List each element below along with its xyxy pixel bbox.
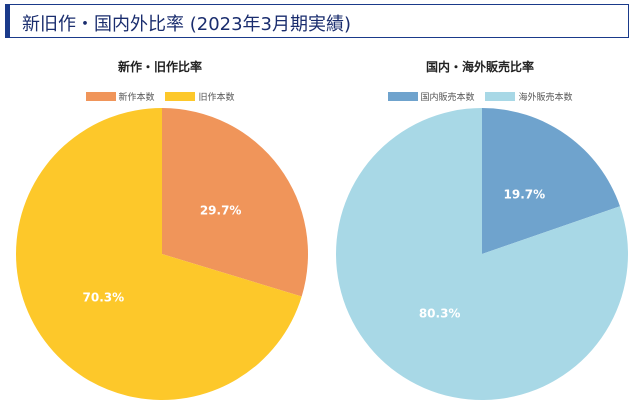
slice-data-label: 29.7% xyxy=(200,204,242,218)
pie-slice-1 xyxy=(162,108,308,297)
pie-slice-2 xyxy=(16,108,302,400)
pie-slice-1 xyxy=(482,108,620,254)
chart-legend: 新作本数 旧作本数 xyxy=(0,90,320,103)
legend-swatch xyxy=(85,92,116,101)
legend-item-old: 旧作本数 xyxy=(165,90,234,103)
legend-swatch xyxy=(165,92,196,101)
legend-label: 旧作本数 xyxy=(198,93,235,103)
pie-chart-new-old: 29.7% 70.3% xyxy=(16,108,308,400)
legend-label: 海外販売本数 xyxy=(518,93,573,103)
slice-data-label: 80.3% xyxy=(419,306,461,320)
pie-chart-domestic-overseas: 19.7% 80.3% xyxy=(336,108,628,401)
legend-label: 国内販売本数 xyxy=(420,93,475,103)
legend-item-new: 新作本数 xyxy=(85,90,155,103)
chart-domestic-overseas-ratio: 19.7% 80.3% 国内・海外販売比率 国内販売本数 海外販売本数 xyxy=(320,50,640,405)
legend-item-domestic: 国内販売本数 xyxy=(387,90,475,103)
slice-data-label: 19.7% xyxy=(504,188,546,202)
legend-swatch xyxy=(485,92,516,101)
chart-title: 新作・旧作比率 xyxy=(117,60,202,74)
legend-item-overseas: 海外販売本数 xyxy=(485,90,572,103)
pie-slice-2 xyxy=(336,108,628,401)
chart-new-old-ratio: 29.7% 70.3% 新作・旧作比率 新作本数 旧作本数 xyxy=(0,50,320,405)
page-title: 新旧作・国内外比率 (2023年3月期実績) xyxy=(22,14,352,35)
legend-label: 新作本数 xyxy=(118,93,155,103)
chart-title: 国内・海外販売比率 xyxy=(425,60,534,74)
chart-legend: 国内販売本数 海外販売本数 xyxy=(320,90,640,103)
legend-swatch xyxy=(387,92,418,101)
header-banner: 新旧作・国内外比率 (2023年3月期実績) xyxy=(5,4,629,38)
slice-data-label: 70.3% xyxy=(83,290,125,304)
